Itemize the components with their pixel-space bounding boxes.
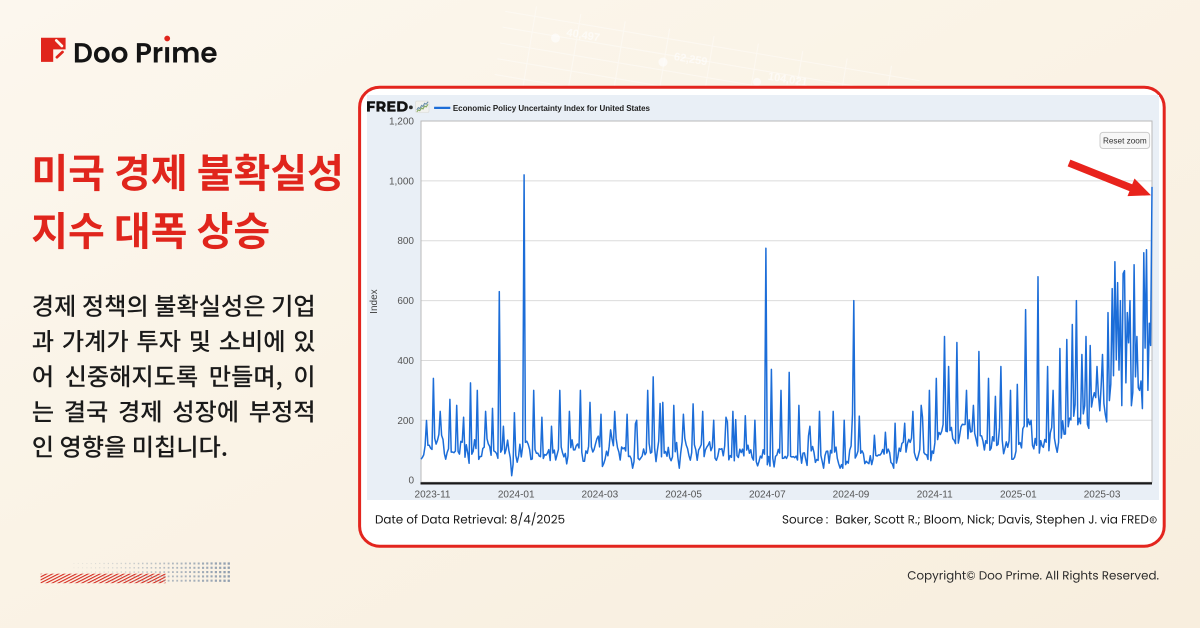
svg-text:2024-11: 2024-11 bbox=[917, 490, 953, 501]
svg-text:1,000: 1,000 bbox=[389, 176, 414, 187]
svg-text:Economic Policy Uncertainty In: Economic Policy Uncertainty Index for Un… bbox=[453, 104, 651, 113]
svg-text:2024-07: 2024-07 bbox=[749, 490, 786, 501]
svg-text:Index: Index bbox=[369, 289, 380, 313]
svg-text:2025-03: 2025-03 bbox=[1084, 490, 1121, 501]
svg-text:800: 800 bbox=[397, 236, 414, 247]
svg-text:2025-01: 2025-01 bbox=[1000, 490, 1037, 501]
svg-text:2024-05: 2024-05 bbox=[665, 490, 702, 501]
svg-text:2023-11: 2023-11 bbox=[415, 490, 451, 501]
svg-text:600: 600 bbox=[397, 296, 414, 307]
svg-text:62,259: 62,259 bbox=[673, 51, 708, 68]
svg-text:2024-01: 2024-01 bbox=[498, 490, 535, 501]
svg-text:0: 0 bbox=[408, 476, 414, 487]
svg-text:2024-09: 2024-09 bbox=[833, 490, 870, 501]
svg-text:40,497: 40,497 bbox=[566, 27, 601, 44]
svg-text:2024-03: 2024-03 bbox=[582, 490, 619, 501]
svg-text:400: 400 bbox=[397, 356, 414, 367]
svg-text:1,200: 1,200 bbox=[389, 117, 414, 128]
svg-text:200: 200 bbox=[397, 416, 414, 427]
svg-text:Reset zoom: Reset zoom bbox=[1103, 136, 1147, 145]
